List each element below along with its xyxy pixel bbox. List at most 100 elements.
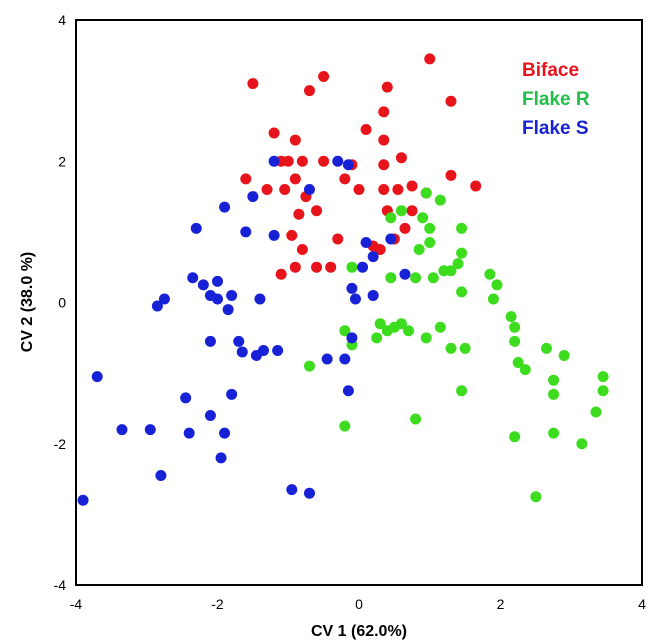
- flake-s-point: [183, 427, 195, 439]
- biface-point: [282, 155, 294, 167]
- flake-r-point: [385, 272, 397, 284]
- flake-r-point: [424, 222, 436, 234]
- biface-point: [325, 261, 337, 273]
- flake-s-point: [349, 293, 361, 305]
- flake-s-point: [332, 155, 344, 167]
- flake-s-point: [236, 346, 248, 358]
- flake-r-point: [420, 187, 432, 199]
- flake-s-point: [399, 268, 411, 280]
- biface-point: [286, 229, 298, 241]
- flake-r-point: [456, 385, 468, 397]
- flake-s-point: [219, 201, 231, 213]
- y-tick-label: 0: [58, 295, 66, 311]
- biface-point: [296, 155, 308, 167]
- flake-s-point: [385, 233, 397, 245]
- flake-s-point: [226, 289, 238, 301]
- flake-s-point: [197, 279, 209, 291]
- flake-s-point: [346, 332, 358, 344]
- flake-s-point: [360, 236, 372, 248]
- flake-s-point: [367, 289, 379, 301]
- flake-r-point: [597, 385, 609, 397]
- legend-item-biface: Biface: [522, 60, 579, 81]
- legend: Biface Flake R Flake S: [522, 60, 590, 139]
- flake-r-point: [371, 332, 383, 344]
- flake-r-point: [427, 272, 439, 284]
- biface-point: [275, 268, 287, 280]
- flake-s-point: [212, 275, 223, 287]
- biface-point: [318, 155, 330, 167]
- biface-point: [378, 106, 390, 118]
- flake-r-point: [519, 364, 531, 376]
- flake-s-point: [222, 304, 234, 316]
- flake-r-point: [456, 247, 468, 259]
- flake-r-point: [548, 388, 560, 400]
- biface-point: [261, 184, 273, 195]
- biface-point: [279, 184, 291, 195]
- flake-s-point: [254, 293, 266, 305]
- y-tick-label: -2: [54, 436, 67, 452]
- flake-r-point: [597, 371, 609, 383]
- biface-point: [293, 208, 305, 220]
- biface-point: [339, 173, 351, 185]
- flake-r-point: [424, 236, 436, 248]
- flake-s-point: [91, 371, 103, 383]
- flake-r-point: [420, 332, 432, 344]
- x-tick-label: 0: [355, 596, 363, 612]
- flake-r-point: [558, 349, 570, 361]
- tick-group: -4 -2 0 2 4 4 2 0 -2 -4: [54, 12, 647, 612]
- flake-s-point: [212, 293, 223, 305]
- biface-point: [289, 173, 301, 185]
- x-tick-label: 2: [497, 596, 505, 612]
- flake-s-point: [116, 424, 128, 436]
- flake-r-point: [487, 293, 499, 305]
- flake-s-point: [204, 410, 216, 421]
- flake-r-point: [417, 212, 429, 224]
- biface-point: [406, 205, 418, 217]
- flake-r-point: [413, 244, 425, 256]
- flake-r-point: [548, 374, 560, 386]
- flake-r-point: [346, 261, 358, 273]
- plot-frame: [75, 19, 643, 586]
- flake-r-point: [438, 265, 450, 277]
- biface-point: [247, 78, 259, 90]
- flake-r-point: [339, 420, 351, 432]
- flake-r-point: [434, 194, 446, 206]
- flake-r-point: [491, 279, 503, 291]
- flake-s-point: [144, 424, 156, 436]
- y-tick-label: 4: [58, 12, 66, 28]
- flake-s-point: [268, 229, 280, 241]
- flake-r-point: [456, 222, 468, 234]
- flake-s-point: [240, 226, 252, 238]
- biface-point: [296, 244, 308, 256]
- biface-point: [303, 85, 315, 97]
- flake-r-point: [590, 406, 602, 418]
- flake-r-point: [395, 205, 407, 217]
- x-tick-label: 4: [638, 596, 646, 612]
- flake-s-point: [339, 353, 351, 365]
- flake-s-point: [187, 272, 199, 284]
- flake-s-point: [321, 353, 333, 365]
- y-axis-label: CV 2 (38.0 %): [19, 252, 36, 352]
- flake-s-point: [268, 155, 280, 167]
- biface-point: [378, 184, 390, 195]
- flake-r-point: [505, 311, 517, 323]
- flake-r-point: [509, 335, 521, 347]
- biface-point: [353, 184, 365, 195]
- biface-point: [470, 180, 482, 192]
- flake-r-point: [576, 438, 588, 450]
- legend-item-flake-r: Flake R: [522, 89, 590, 110]
- flake-r-point: [548, 427, 560, 439]
- flake-r-point: [339, 325, 351, 337]
- flake-r-point: [403, 325, 415, 337]
- flake-r-point: [512, 357, 524, 369]
- flake-s-point: [219, 427, 231, 439]
- point-group: [77, 53, 609, 506]
- flake-s-point: [151, 300, 163, 312]
- biface-point: [395, 152, 407, 164]
- biface-point: [399, 222, 411, 234]
- flake-r-point: [410, 272, 422, 284]
- biface-point: [332, 233, 344, 245]
- flake-s-point: [247, 191, 259, 203]
- biface-point: [378, 134, 390, 146]
- y-tick-label: 2: [58, 153, 66, 169]
